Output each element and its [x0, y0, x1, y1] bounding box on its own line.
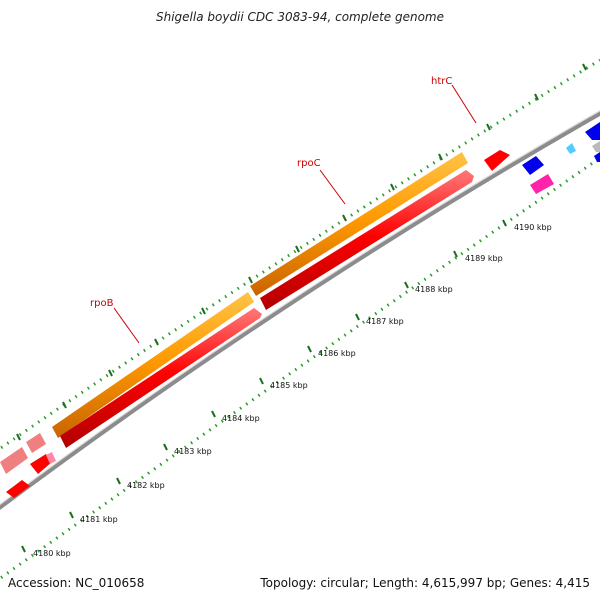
- map-title: Shigella boydii CDC 3083-94, complete ge…: [155, 10, 445, 24]
- major-tick-outer: [201, 307, 206, 315]
- major-tick-inner: [404, 281, 409, 289]
- major-tick-inner: [69, 511, 74, 519]
- scale-label-4187: 4187 kbp: [366, 317, 404, 326]
- major-tick-inner: [502, 219, 507, 227]
- feature-light-red-1[interactable]: [0, 447, 28, 474]
- scale-label-4188: 4188 kbp: [415, 285, 453, 294]
- scale-label-4184: 4184 kbp: [222, 414, 260, 423]
- feature-blue-2[interactable]: [585, 122, 600, 140]
- genome-summary: Topology: circular; Length: 4,615,997 bp…: [260, 576, 590, 590]
- feature-blue-1[interactable]: [522, 156, 544, 175]
- major-ticks: [16, 63, 587, 553]
- major-tick-inner: [163, 443, 168, 451]
- major-tick-outer: [342, 214, 347, 222]
- major-tick-inner: [453, 250, 458, 258]
- major-tick-inner: [116, 477, 121, 485]
- rpoC-callout-line: [319, 169, 346, 205]
- feature-grey-1[interactable]: [592, 141, 600, 152]
- scale-labels: 4180 kbp 4181 kbp 4182 kbp 4183 kbp 4184…: [33, 223, 552, 558]
- accession-label: Accession: NC_010658: [8, 576, 145, 590]
- feature-pink-small[interactable]: [46, 452, 56, 464]
- feature-light-red-2[interactable]: [26, 433, 46, 453]
- gene-htrC-arrow[interactable]: [484, 150, 510, 171]
- major-tick-outer: [295, 245, 300, 253]
- scale-label-4180: 4180 kbp: [33, 549, 71, 558]
- major-tick-inner: [211, 410, 216, 418]
- major-tick-inner: [307, 345, 312, 353]
- major-tick-outer: [390, 183, 395, 191]
- gene-label-rpoC: rpoC: [297, 158, 321, 169]
- gene-label-htrC: htrC: [431, 76, 452, 87]
- feature-cyan-1[interactable]: [566, 143, 576, 154]
- major-tick-inner: [21, 545, 26, 553]
- scale-label-4183: 4183 kbp: [174, 447, 212, 456]
- genome-backbone: [0, 111, 600, 511]
- scale-label-4186: 4186 kbp: [318, 349, 356, 358]
- major-tick-inner: [259, 377, 264, 385]
- feature-red-small-2[interactable]: [30, 454, 52, 474]
- major-tick-outer: [486, 123, 491, 131]
- gene-label-rpoB: rpoB: [90, 298, 114, 309]
- major-tick-inner: [355, 313, 360, 321]
- major-tick-outer: [438, 153, 443, 161]
- scale-label-4182: 4182 kbp: [127, 481, 165, 490]
- gene-rpoC-reverse[interactable]: [260, 170, 474, 310]
- scale-label-4190: 4190 kbp: [514, 223, 552, 232]
- htrC-callout-line: [451, 84, 477, 124]
- gene-label-callouts: [113, 84, 477, 344]
- gene-rpoB-forward[interactable]: [52, 292, 254, 438]
- feature-magenta-1[interactable]: [530, 174, 554, 194]
- rpoB-callout-line: [113, 307, 140, 344]
- major-tick-outer: [534, 93, 539, 101]
- reverse-strand-features: [6, 150, 510, 498]
- major-tick-outer: [108, 369, 113, 377]
- major-tick-outer: [62, 401, 67, 409]
- scale-label-4185: 4185 kbp: [270, 381, 308, 390]
- gene-rpoC-forward[interactable]: [250, 152, 468, 296]
- major-tick-outer: [16, 433, 21, 441]
- major-tick-outer: [248, 276, 253, 284]
- outer-tick-ring: [0, 58, 600, 451]
- feature-red-small-1[interactable]: [6, 480, 30, 498]
- forward-strand-features: [0, 152, 468, 474]
- right-edge-features: [522, 122, 600, 194]
- gene-rpoB-reverse[interactable]: [60, 308, 262, 448]
- major-tick-outer: [582, 63, 587, 71]
- major-tick-outer: [154, 338, 159, 346]
- scale-label-4189: 4189 kbp: [465, 254, 503, 263]
- scale-label-4181: 4181 kbp: [80, 515, 118, 524]
- feature-blue-3[interactable]: [594, 152, 600, 162]
